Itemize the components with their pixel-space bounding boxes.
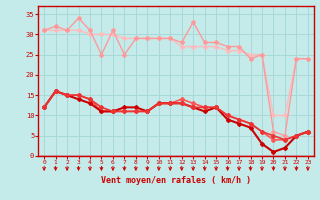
X-axis label: Vent moyen/en rafales ( km/h ): Vent moyen/en rafales ( km/h ) [101,176,251,185]
